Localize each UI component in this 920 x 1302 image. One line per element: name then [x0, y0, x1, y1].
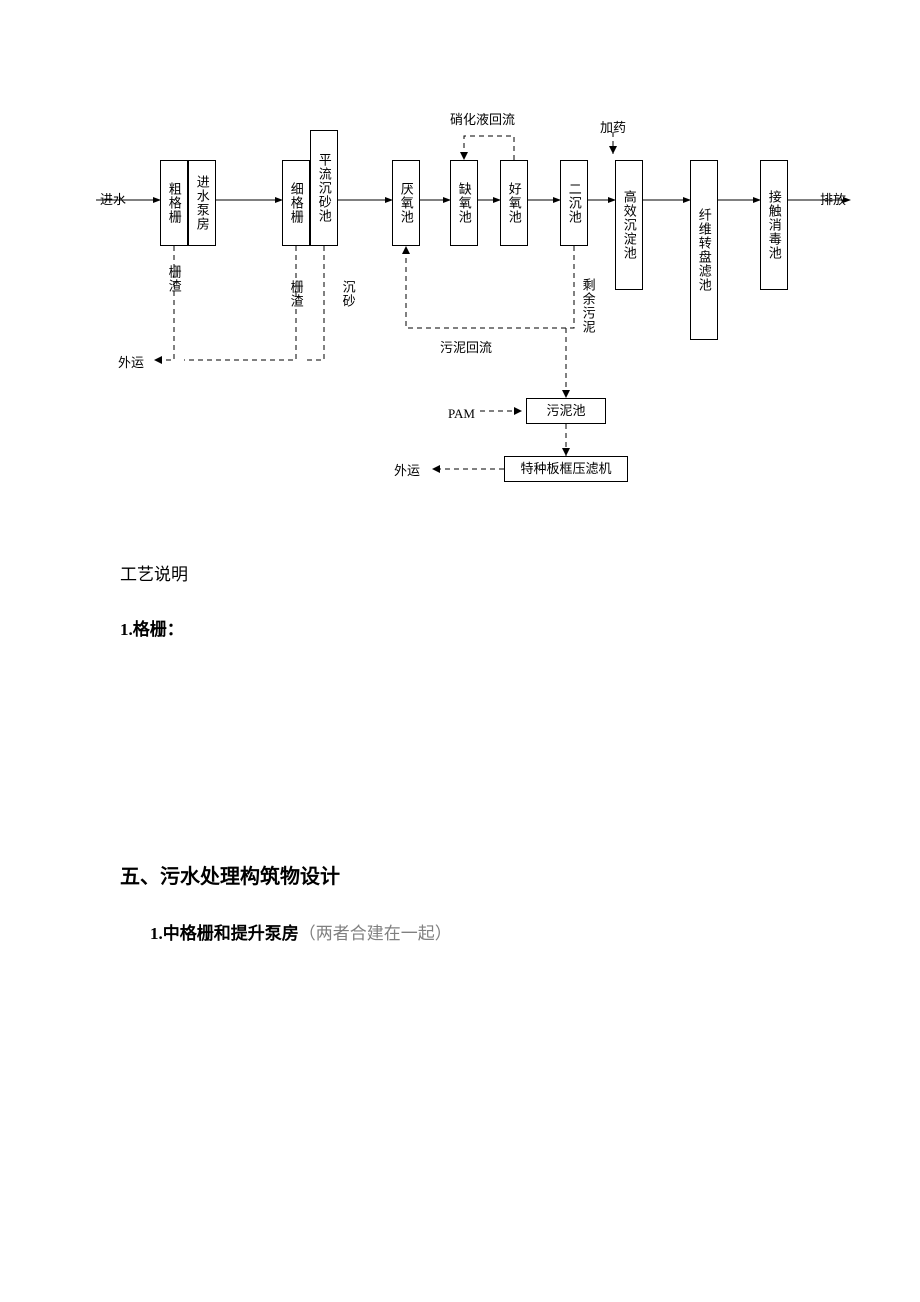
- node-n5: 厌氧池: [392, 160, 420, 246]
- node-n10: 纤维转盘滤池: [690, 160, 718, 340]
- node-n8: 二沉池: [560, 160, 588, 246]
- label-l_wy1: 外运: [118, 355, 144, 371]
- subheading-1: 1.格栅：: [120, 615, 860, 640]
- process-description-heading: 工艺说明: [120, 560, 860, 585]
- label-l_wnhl: 污泥回流: [440, 340, 492, 356]
- label-l_pam: PAM: [448, 406, 475, 422]
- label-l_wy2: 外运: [394, 463, 420, 479]
- section-5-title: 五、污水处理构筑物设计: [120, 860, 860, 889]
- subsection-1-bold: 1.中格栅和提升泵房: [150, 924, 299, 943]
- label-l_sz1: 栅渣: [166, 265, 182, 293]
- label-l_jy: 加药: [600, 120, 626, 136]
- process-flow-diagram: 粗格栅进水泵房 细格栅平流沉砂池 厌氧池 缺氧池好氧池 二沉池高效沉淀池 纤维转盘滤池 接触…: [60, 100, 860, 520]
- label-l_out: 排放: [820, 192, 846, 208]
- node-n12: 污泥池: [526, 398, 606, 424]
- node-n11: 接触消毒池: [760, 160, 788, 290]
- node-n2: 进水泵房: [188, 160, 216, 246]
- node-n1: 粗格栅: [160, 160, 188, 246]
- subsection-1: 1.中格栅和提升泵房（两者合建在一起）: [150, 919, 860, 944]
- label-l_sywn: 剩余污泥: [580, 278, 596, 334]
- node-n3: 细格栅: [282, 160, 310, 246]
- label-l_nhl: 硝化液回流: [450, 112, 515, 128]
- label-l_sz2: 栅渣: [288, 280, 304, 308]
- node-n9: 高效沉淀池: [615, 160, 643, 290]
- node-n13: 特种板框压滤机: [504, 456, 628, 482]
- node-n7: 好氧池: [500, 160, 528, 246]
- subsection-1-note: （两者合建在一起）: [299, 924, 452, 943]
- node-n6: 缺氧池: [450, 160, 478, 246]
- label-l_in: 进水: [100, 192, 126, 208]
- label-l_cs: 沉砂: [340, 280, 356, 308]
- node-n4: 平流沉砂池: [310, 130, 338, 246]
